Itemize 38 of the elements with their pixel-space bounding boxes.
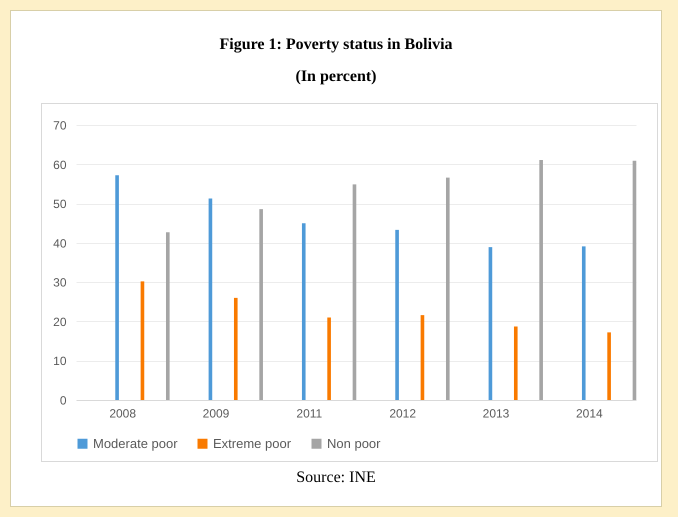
y-tick-label: 60 <box>53 158 67 172</box>
x-tick-label: 2011 <box>296 406 323 420</box>
y-tick-label: 40 <box>53 236 67 250</box>
bar <box>140 281 144 400</box>
bar <box>607 332 611 400</box>
chart-title: Figure 1: Poverty status in Bolivia <box>218 35 454 55</box>
bar <box>166 232 170 400</box>
bar <box>302 223 306 400</box>
legend-label: Moderate poor <box>93 436 178 451</box>
bar <box>395 230 399 400</box>
legend-label: Non poor <box>327 436 382 451</box>
bar <box>446 178 450 400</box>
bar <box>352 184 356 400</box>
y-tick-label: 30 <box>53 276 67 290</box>
bar <box>539 160 543 400</box>
y-tick-label: 10 <box>53 354 67 368</box>
x-tick-label: 2014 <box>576 406 604 420</box>
y-tick-label: 0 <box>60 394 67 408</box>
bar <box>582 246 586 400</box>
chart-subtitle: (In percent) <box>294 67 378 87</box>
x-tick-label: 2008 <box>109 406 136 420</box>
bar <box>327 318 331 400</box>
bar <box>420 315 424 400</box>
legend-label: Extreme poor <box>213 436 292 451</box>
bar <box>234 298 238 400</box>
x-tick-label: 2009 <box>202 406 230 420</box>
source-note: Source: INE <box>295 469 377 487</box>
bar <box>514 326 518 400</box>
x-tick-label: 2013 <box>482 406 510 420</box>
bar <box>488 247 492 400</box>
bar <box>259 209 263 400</box>
y-tick-label: 20 <box>53 314 67 329</box>
y-tick-label: 70 <box>53 118 67 132</box>
bar <box>632 160 636 400</box>
y-tick-label: 50 <box>53 197 67 212</box>
bar <box>115 175 119 400</box>
x-tick-label: 2012 <box>389 406 416 420</box>
bar <box>208 198 212 400</box>
